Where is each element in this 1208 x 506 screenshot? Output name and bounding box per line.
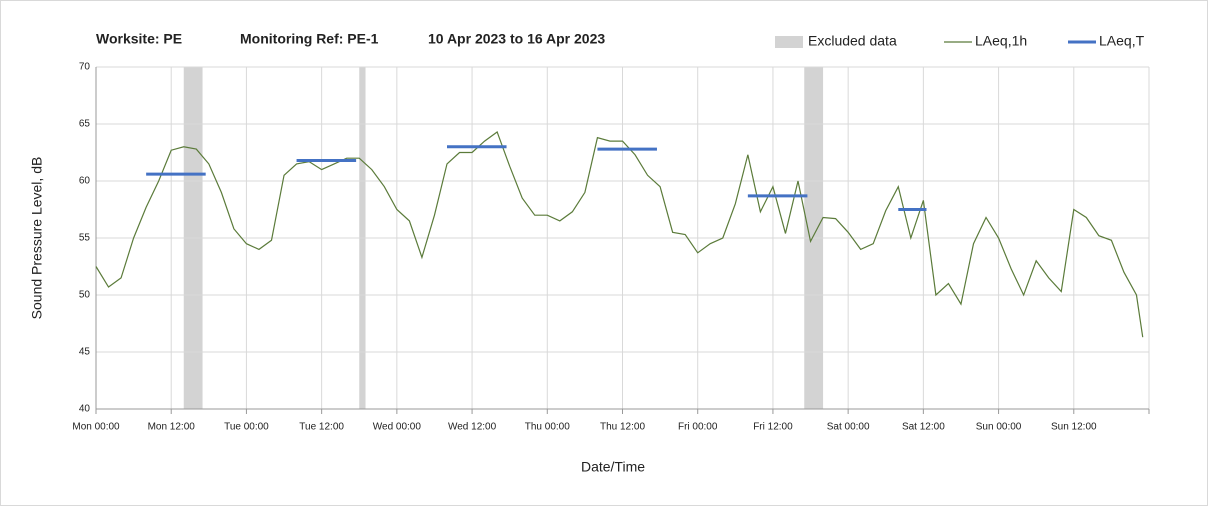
y-tick-label: 55 [79,233,91,244]
x-tick-label: Sat 12:00 [902,422,945,433]
x-tick-label: Wed 00:00 [373,422,422,433]
title-ref: Monitoring Ref: PE-1 [240,31,379,47]
y-tick-label: 65 [79,119,91,130]
x-tick-label: Mon 12:00 [148,422,196,433]
x-tick-label: Sun 12:00 [1051,422,1097,433]
y-tick-label: 45 [79,347,91,358]
x-tick-label: Sun 00:00 [976,422,1022,433]
legend-swatch-excluded [775,36,803,48]
x-tick-label: Thu 00:00 [525,422,570,433]
y-axis-label: Sound Pressure Level, dB [29,157,45,320]
x-tick-label: Mon 00:00 [72,422,120,433]
y-tick-label: 40 [79,404,91,415]
title-dates: 10 Apr 2023 to 16 Apr 2023 [428,31,605,47]
x-tick-label: Thu 12:00 [600,422,645,433]
legend-label: LAeq,1h [975,33,1027,49]
y-tick-label: 60 [79,176,91,187]
x-tick-label: Tue 12:00 [299,422,344,433]
x-tick-label: Fri 00:00 [678,422,718,433]
legend-label: Excluded data [808,33,897,49]
y-tick-label: 70 [79,62,91,73]
x-axis-label: Date/Time [581,459,645,475]
y-tick-label: 50 [79,290,91,301]
x-tick-label: Sat 00:00 [827,422,870,433]
x-tick-label: Wed 12:00 [448,422,497,433]
legend-label: LAeq,T [1099,33,1145,49]
x-tick-label: Fri 12:00 [753,422,793,433]
laeq-1h-line [95,131,1144,338]
title-worksite: Worksite: PE [96,31,182,47]
x-tick-label: Tue 00:00 [224,422,269,433]
